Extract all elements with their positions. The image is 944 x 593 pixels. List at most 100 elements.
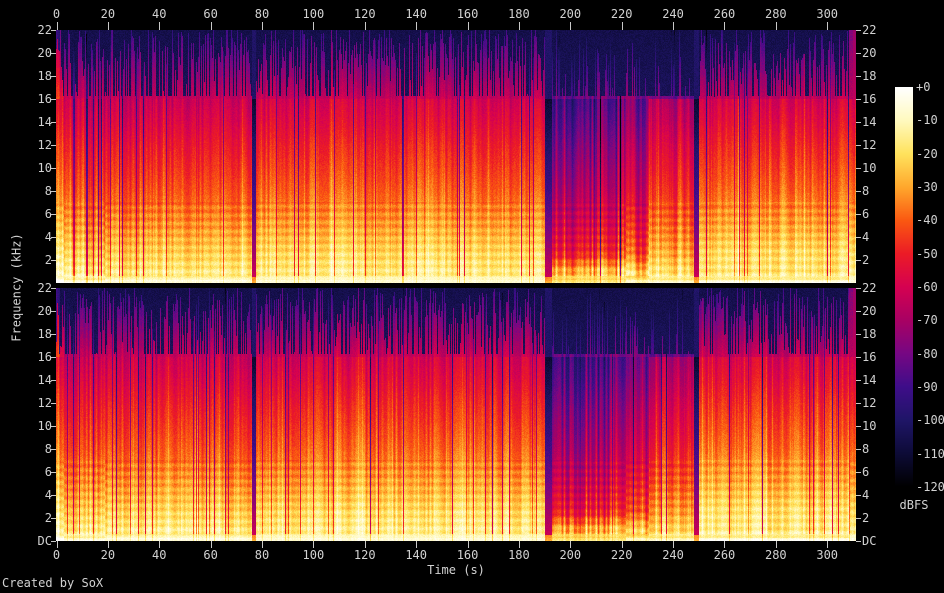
time-tick-label-bottom: 240 [662,548,684,562]
freq-tick-left [51,214,56,215]
time-tick-bottom [467,541,469,548]
freq-tick-label-right: 6 [862,207,870,221]
freq-tick-label-left: 22 [37,23,52,37]
freq-tick-label-right: 14 [862,373,877,387]
freq-tick-right [856,260,861,261]
time-tick-label-bottom: 160 [456,548,479,562]
time-tick-bottom [724,541,726,548]
time-tick-label-bottom: 260 [713,548,736,562]
freq-tick-right [856,99,861,100]
freq-tick-left [51,191,56,192]
colorbar-tick-label: -20 [916,146,938,161]
time-tick-label-top: 300 [816,7,839,21]
freq-tick-left [51,76,56,77]
freq-tick-right [856,403,861,404]
freq-tick-label-left: 2 [44,253,52,267]
time-tick-label-top: 140 [405,7,427,21]
colorbar-tick-label: -60 [916,280,938,294]
colorbar-tick-label: -110 [916,446,944,461]
freq-tick-label-right: 16 [862,92,877,106]
time-tick-label-bottom: 280 [764,548,787,562]
time-tick-label-bottom: 0 [52,548,61,562]
time-tick-bottom [673,541,675,548]
freq-tick-label-left: 16 [37,92,52,106]
freq-tick-label-right: 20 [862,46,877,60]
freq-tick-right [856,145,861,146]
time-tick-label-top: 100 [302,7,325,21]
colorbar-tick-label: -50 [916,246,938,261]
freq-tick-label-right: 6 [862,465,870,479]
freq-tick-label-right: 22 [862,23,877,37]
time-tick-bottom [313,541,315,548]
freq-tick-left [51,334,56,335]
freq-tick-right [856,311,861,312]
time-tick-label-top: 20 [100,7,116,21]
freq-tick-right [856,288,861,289]
freq-tick-label-right: 10 [862,161,877,175]
freq-tick-label-left: 8 [44,184,52,198]
freq-tick-label-right: 18 [862,327,877,341]
freq-tick-left [51,357,56,358]
time-tick-top [621,22,623,30]
time-tick-label-bottom: 220 [610,548,633,562]
freq-tick-left [51,168,56,169]
time-tick-label-top: 260 [713,7,736,21]
time-tick-label-bottom: 100 [302,548,325,562]
freq-tick-left [51,145,56,146]
freq-tick-right [856,191,861,192]
freq-tick-right [856,449,861,450]
colorbar-tick-label: -120 [916,480,944,494]
freq-tick-left [51,260,56,261]
freq-tick-label-left: 6 [44,207,52,221]
freq-tick-right [856,76,861,77]
time-tick-bottom [210,541,212,548]
time-tick-label-bottom: 180 [508,548,530,562]
freq-tick-left [51,237,56,238]
freq-tick-left [51,30,56,31]
freq-tick-label-right: 8 [862,442,870,456]
time-tick-label-top: 80 [254,7,270,21]
time-tick-label-top: 180 [508,7,530,21]
freq-tick-label-right: 2 [862,511,870,525]
freq-tick-label-right: 12 [862,138,877,152]
time-tick-bottom [56,541,58,548]
time-tick-bottom [416,541,418,548]
freq-tick-label-right: 16 [862,350,877,364]
freq-tick-label-right: DC [862,534,877,548]
freq-tick-label-left: 2 [44,511,52,525]
colorbar-tick-label: -80 [916,346,938,361]
freq-tick-right [856,518,861,519]
freq-tick-right [856,168,861,169]
freq-tick-label-left: 8 [44,442,52,456]
freq-tick-left [51,426,56,427]
time-tick-label-top: 280 [764,7,787,21]
time-tick-bottom [364,541,366,548]
freq-tick-right [856,472,861,473]
time-tick-label-bottom: 40 [152,548,167,562]
freq-tick-right [856,495,861,496]
freq-tick-label-right: 18 [862,69,877,83]
colorbar-unit-label: dBFS [899,498,929,512]
freq-tick-right [856,380,861,381]
freq-tick-left [51,380,56,381]
time-tick-bottom [827,541,829,548]
freq-tick-label-left: 6 [44,465,52,479]
freq-tick-right [856,334,861,335]
freq-tick-right [856,541,861,542]
freq-tick-left [51,449,56,450]
time-tick-label-top: 220 [610,7,633,21]
time-tick-top [364,22,366,30]
freq-tick-label-left: 20 [37,304,52,318]
freq-tick-right [856,426,861,427]
time-tick-top [159,22,161,30]
freq-tick-right [856,122,861,123]
time-tick-label-bottom: 20 [100,548,116,562]
freq-tick-label-left: 14 [37,115,52,129]
time-tick-label-bottom: 60 [203,548,218,562]
colorbar-tick-label: -30 [916,180,938,194]
freq-tick-label-right: 20 [862,304,877,318]
freq-tick-label-left: 14 [37,373,52,387]
freq-tick-label-right: 10 [862,419,877,433]
time-tick-bottom [775,541,777,548]
